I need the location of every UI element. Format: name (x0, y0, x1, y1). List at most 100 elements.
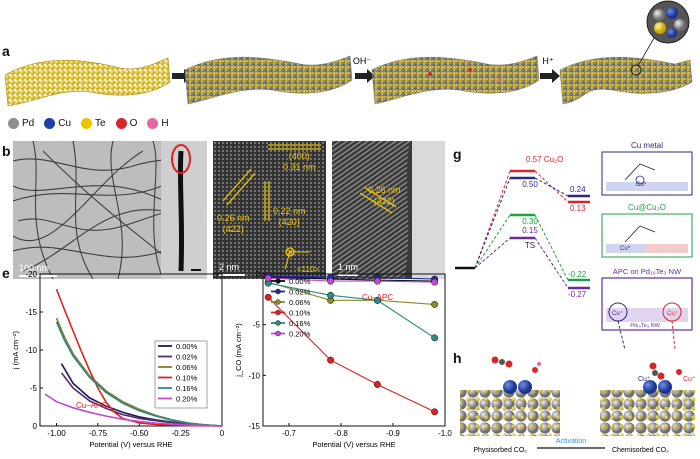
series-line (268, 277, 435, 283)
y-tick-label: -10 (25, 346, 37, 355)
value-050: 0.50 (522, 180, 538, 189)
y-tick-label: -15 (25, 308, 37, 317)
y-tick-label: -20 (25, 270, 37, 279)
value-015: 0.15 (522, 226, 538, 235)
box-ion-apc-right: Cu⁺ (667, 310, 678, 317)
y-tick-label: 0 (33, 422, 38, 431)
y-tick-label: 0 (256, 270, 261, 279)
legend-label: 0.02% (289, 288, 311, 297)
panel-label-h: h (453, 350, 462, 366)
scalebar-c: 2 nm (219, 262, 240, 272)
physisorbed-label: Physisorbed CO₂ (473, 447, 527, 454)
atom-legend: Pd Cu Te O H (8, 118, 169, 129)
nanowire-activated (559, 56, 693, 105)
x-tick-label: 0 (220, 429, 225, 438)
box-ion-apc-left: Cu⁺ (612, 310, 623, 317)
chart-legend: 0.00% 0.02%0.06% 0.10%0.16% 0.20% (271, 277, 311, 339)
arrow-icon (540, 69, 560, 83)
label-cu2o: 0.57 Cu₂O (526, 155, 563, 164)
data-point (373, 277, 381, 285)
x-tick-label: -0.75 (89, 429, 108, 438)
final-value-m027: -0.27 (568, 290, 587, 299)
y-tick-label: -10 (248, 371, 260, 380)
plot-frame (262, 273, 446, 427)
annotation-cu-apc: Cu–APC (362, 293, 393, 302)
nanowire-pristine (4, 57, 171, 107)
scalebar-b: 100 nm (19, 263, 50, 273)
box-title-cu-metal: Cu metal (631, 141, 663, 150)
legend-marker (275, 278, 281, 284)
legend-label: 0.06% (176, 363, 198, 372)
legend-o: O (115, 118, 137, 129)
data-point (327, 356, 335, 364)
ion-label-right: Cu⁺ (683, 376, 696, 383)
tem-image-d: 0.26 nm (422) 1 nm (332, 141, 445, 279)
x-tick-label: -1.0 (438, 429, 452, 438)
structure-chemisorbed (600, 362, 695, 436)
legend-label: 0.00% (289, 277, 311, 286)
final-value-024: 0.24 (570, 185, 586, 194)
legend-marker (275, 299, 281, 305)
panel-label-a: a (2, 43, 10, 59)
data-point (264, 293, 272, 301)
legend-label: 0.10% (289, 309, 311, 318)
lattice-label-top: (400) 0.31 nm (283, 151, 316, 172)
ts-label: TS (525, 241, 535, 250)
series-line (267, 296, 435, 413)
series-line (268, 281, 435, 305)
arrow-label-oh: OH⁻ (353, 56, 372, 66)
data-point (431, 300, 439, 308)
tem-image-c: (400) 0.31 nm 0.26 nm (422) 0.22 nm (420) <… (213, 141, 326, 279)
panel-label-g: g (453, 146, 462, 162)
box-ion-cucu2o: Cu⁰ (620, 245, 631, 252)
data-point (431, 278, 439, 286)
dft-structures-h: Cu⁺ Cu⁺ Activation Physisorbed CO₂ Chemi… (460, 356, 696, 454)
box-title-apc: APC on Pd₁₀Te₃ NW (613, 267, 682, 276)
data-point (431, 334, 439, 342)
series-line (268, 276, 435, 282)
legend-label: 0.16% (176, 384, 198, 393)
lattice-label-d: 0.26 nm (422) (368, 185, 401, 206)
legend-h: H (147, 118, 169, 129)
x-axis-label: Potential (V) versus RHE (312, 440, 395, 449)
box-title-cucu2o: Cu@Cu₂O (628, 203, 666, 212)
legend-label: 0.16% (289, 319, 311, 328)
x-tick-label: -0.7 (282, 429, 296, 438)
x-tick-label: -0.50 (130, 429, 149, 438)
legend-label: 0.06% (289, 298, 311, 307)
zoom-circle (646, 0, 690, 44)
energy-diagram-g: 0.57 Cu₂O 0.50 0.30 0.15 TS 0.24 0.13 -0… (455, 141, 693, 350)
box-cu-metal (601, 151, 693, 196)
x-tick-label: -0.9 (386, 429, 400, 438)
scalebar-b-bar (19, 275, 57, 277)
final-value-013: 0.13 (570, 204, 586, 213)
legend-pd: Pd (8, 118, 34, 129)
panel-label-b: b (2, 143, 11, 159)
box-apc (601, 277, 693, 331)
series-line (55, 321, 223, 427)
legend-marker (275, 330, 281, 337)
legend-cu: Cu (44, 118, 71, 129)
ion-label-left: Cu⁺ (638, 376, 651, 383)
value-030: 0.30 (522, 217, 538, 226)
box-cucu2o (601, 213, 693, 258)
data-point (373, 381, 381, 388)
x-tick-label: -0.25 (172, 429, 191, 438)
data-point (327, 291, 335, 299)
chart-f: -0.7 -0.8 -0.9 -1.0 0 -5 -10 -15 Potential (V) v… (234, 270, 452, 449)
nanowire-hydroxylated (371, 55, 540, 105)
x-tick-label: -0.8 (334, 429, 348, 438)
x-tick-label: -1.00 (47, 429, 66, 438)
legend-label: 0.20% (289, 330, 311, 339)
annotation-cu-apc: Cu–APC (76, 401, 107, 410)
legend-marker (275, 309, 281, 316)
lattice-label-right: 0.22 nm (420) (273, 206, 306, 227)
zone-axis-label: <110> (297, 265, 320, 274)
tem-image-b: 100 nm (13, 141, 207, 279)
x-axis-label: Potential (V) versus RHE (89, 440, 172, 449)
y-tick-label: -5 (30, 384, 38, 393)
chart-e: -1.00 -0.75 -0.50 -0.25 0 0 -5 -10 -15 -20 Potenti… (11, 270, 225, 449)
arrow-label-h: H⁺ (542, 56, 553, 66)
y-tick-label: -5 (253, 321, 261, 330)
legend-marker (275, 288, 281, 295)
